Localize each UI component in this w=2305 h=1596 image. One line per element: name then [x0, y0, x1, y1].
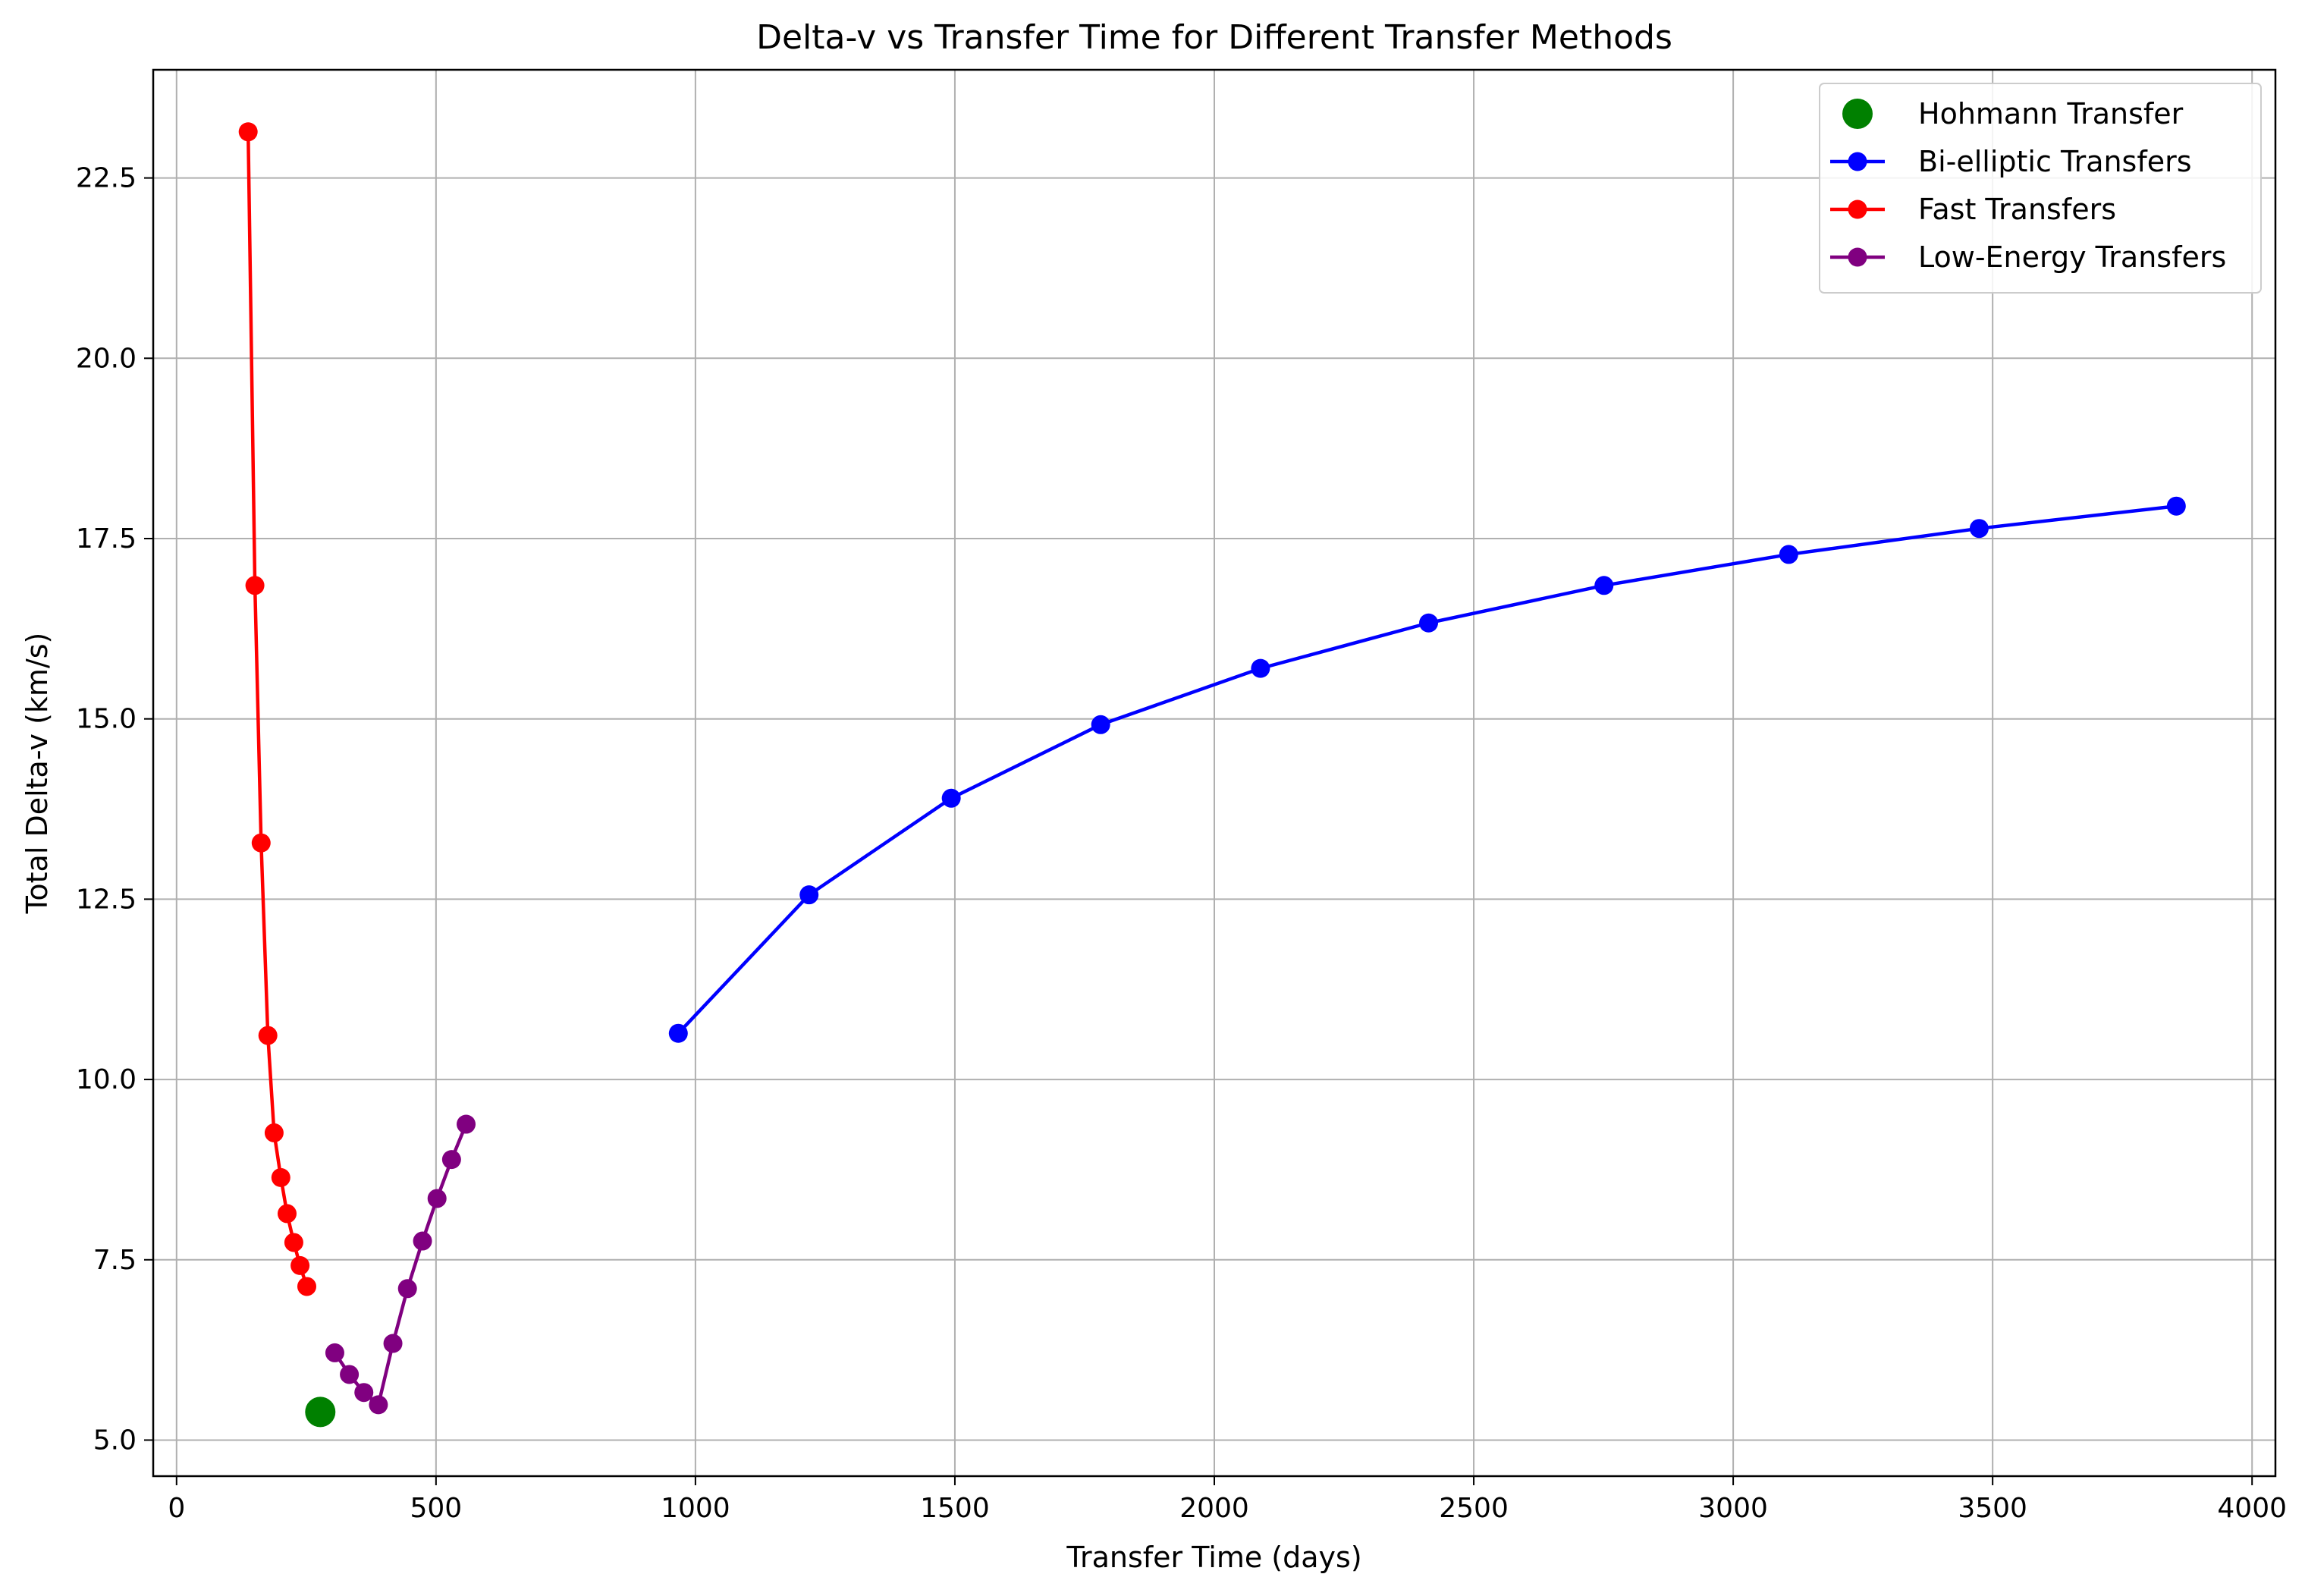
legend-label: Hohmann Transfer	[1918, 97, 2184, 130]
x-tick-label: 500	[410, 1493, 462, 1524]
legend: Hohmann Transfer Bi-elliptic Transfers Fas…	[1819, 83, 2262, 294]
x-tick-label: 1000	[661, 1493, 730, 1524]
low-energy-transfers-point	[413, 1231, 432, 1251]
x-tick-label: 3500	[1958, 1493, 2027, 1524]
low-energy-transfers-point	[325, 1343, 344, 1362]
fast-transfers-point	[258, 1026, 278, 1045]
low-energy-transfers-point	[457, 1114, 476, 1134]
y-tick-label: 20.0	[76, 343, 137, 374]
low-energy-transfers-point	[354, 1383, 374, 1403]
series-low-energy-transfers	[325, 1114, 476, 1415]
y-axis-label: Total Delta-v (km/s)	[20, 633, 54, 915]
fast-transfers-point	[297, 1277, 316, 1296]
hohmann-transfer-point	[305, 1396, 336, 1428]
x-axis-label: Transfer Time (days)	[1066, 1541, 1361, 1574]
fast-transfers-point	[290, 1255, 310, 1275]
legend-swatch-marker	[1842, 99, 1873, 129]
legend-swatch-marker	[1848, 152, 1867, 171]
bi-elliptic-transfers-point	[1251, 658, 1270, 678]
legend-item-hohmann-transfer: Hohmann Transfer	[1842, 97, 2184, 130]
fast-transfers-point	[238, 122, 258, 142]
y-tick-label: 10.0	[76, 1064, 137, 1095]
y-tick-label: 15.0	[76, 704, 137, 735]
fast-transfers-point	[245, 576, 265, 595]
series-fast-transfers	[238, 122, 316, 1296]
fast-transfers-point	[284, 1233, 303, 1252]
legend-item-bi-elliptic-transfers: Bi-elliptic Transfers	[1830, 145, 2192, 178]
chart-title: Delta-v vs Transfer Time for Different T…	[756, 18, 1672, 57]
low-energy-transfers-point	[369, 1395, 388, 1415]
fast-transfers-point	[251, 833, 271, 853]
y-tick-label: 22.5	[76, 163, 137, 194]
x-tick-label: 1500	[920, 1493, 990, 1524]
y-tick-label: 12.5	[76, 884, 137, 915]
x-tick-label: 0	[168, 1493, 185, 1524]
series-layer	[238, 122, 2186, 1428]
legend-item-fast-transfers: Fast Transfers	[1830, 193, 2116, 226]
fast-transfers-point	[264, 1123, 284, 1142]
low-energy-transfers-point	[340, 1365, 360, 1384]
bi-elliptic-transfers-line	[677, 504, 2177, 1035]
bi-elliptic-transfers-point	[668, 1023, 688, 1043]
x-axis: 0 500 1000 1500 2000 2500 3000 3500 4000	[168, 1476, 2287, 1524]
legend-swatch-marker	[1848, 247, 1867, 267]
low-energy-transfers-line	[333, 1123, 468, 1407]
x-tick-label: 3000	[1698, 1493, 1768, 1524]
low-energy-transfers-point	[441, 1150, 461, 1170]
bi-elliptic-transfers-point	[2166, 496, 2186, 516]
legend-label: Low-Energy Transfers	[1918, 240, 2226, 274]
series-bi-elliptic-transfers	[668, 496, 2186, 1043]
low-energy-transfers-point	[383, 1334, 403, 1353]
y-tick-label: 17.5	[76, 523, 137, 555]
y-axis: 5.0 7.5 10.0 12.5 15.0 17.5 20.0 22.5	[76, 163, 153, 1456]
fast-transfers-line	[246, 131, 309, 1287]
bi-elliptic-transfers-point	[799, 885, 819, 905]
bi-elliptic-transfers-point	[1779, 545, 1798, 564]
bi-elliptic-transfers-point	[1594, 576, 1614, 595]
fast-transfers-point	[271, 1167, 290, 1187]
bi-elliptic-transfers-point	[1091, 715, 1110, 734]
bi-elliptic-transfers-point	[941, 788, 961, 808]
low-energy-transfers-point	[397, 1279, 417, 1299]
grid	[153, 70, 2275, 1476]
legend-label: Fast Transfers	[1918, 193, 2116, 226]
bi-elliptic-transfers-point	[1969, 519, 1989, 539]
fast-transfers-point	[277, 1204, 297, 1224]
bi-elliptic-transfers-point	[1419, 613, 1439, 633]
series-hohmann-transfer	[305, 1396, 336, 1428]
low-energy-transfers-point	[427, 1189, 447, 1208]
legend-swatch-marker	[1848, 200, 1867, 219]
legend-item-low-energy-transfers: Low-Energy Transfers	[1830, 240, 2226, 274]
legend-box	[1819, 83, 2262, 294]
y-tick-label: 5.0	[93, 1425, 137, 1456]
x-tick-label: 2000	[1179, 1493, 1249, 1524]
y-tick-label: 7.5	[93, 1245, 137, 1276]
x-tick-label: 2500	[1439, 1493, 1509, 1524]
legend-label: Bi-elliptic Transfers	[1918, 145, 2192, 178]
x-tick-label: 4000	[2217, 1493, 2287, 1524]
